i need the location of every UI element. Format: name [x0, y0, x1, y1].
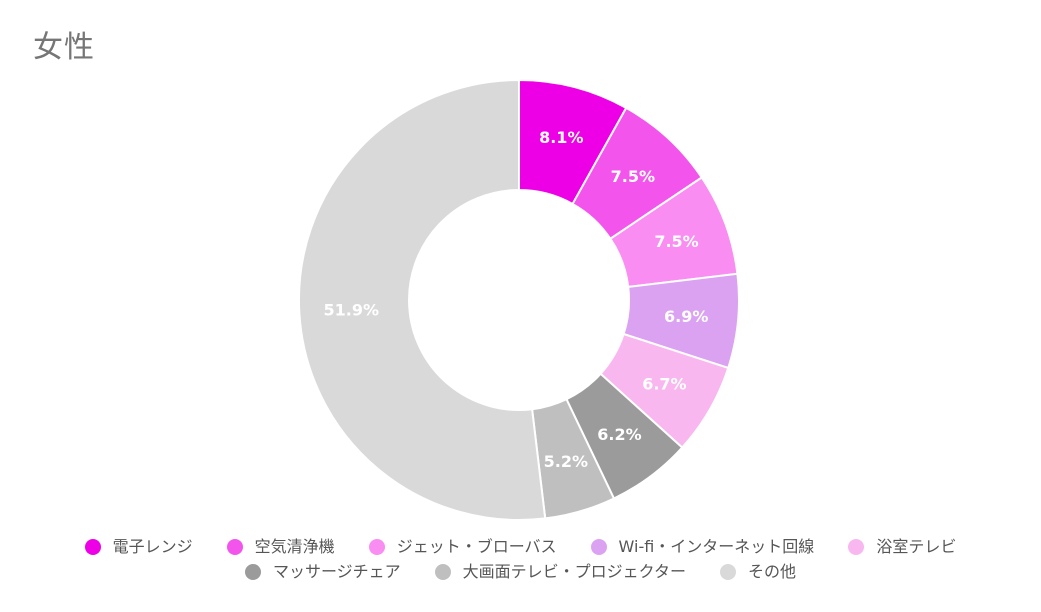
legend-label: Wi-fi・インターネット回線: [618, 537, 815, 556]
legend-swatch-icon: [590, 539, 607, 555]
legend-swatch-icon: [244, 564, 261, 580]
slice-value-label-7: 51.9%: [324, 301, 380, 320]
donut-slice-7[interactable]: [298, 78, 547, 521]
legend-label: マッサージチェア: [272, 562, 401, 581]
legend-item-6[interactable]: 大画面テレビ・プロジェクター: [434, 561, 687, 583]
legend-row-1: マッサージチェア 大画面テレビ・プロジェクター その他: [244, 561, 796, 583]
legend-label: 浴室テレビ: [876, 537, 957, 556]
slice-value-label-3: 6.9%: [664, 307, 708, 326]
slice-value-label-1: 7.5%: [611, 167, 655, 186]
slice-value-label-4: 6.7%: [642, 375, 686, 394]
chart-legend: 電子レンジ 空気清浄機 ジェット・ブローバス Wi-fi・インターネット回線 浴室テレビ…: [0, 536, 1041, 583]
legend-swatch-icon: [84, 539, 101, 555]
legend-item-0[interactable]: 電子レンジ: [84, 536, 193, 558]
legend-item-2[interactable]: ジェット・ブローバス: [368, 536, 557, 558]
legend-swatch-icon: [434, 564, 451, 580]
slice-value-label-2: 7.5%: [654, 232, 698, 251]
legend-label: 空気清浄機: [254, 537, 335, 556]
legend-label: ジェット・ブローバス: [396, 537, 557, 556]
legend-row-0: 電子レンジ 空気清浄機 ジェット・ブローバス Wi-fi・インターネット回線 浴室テレビ: [84, 536, 956, 558]
legend-label: 大画面テレビ・プロジェクター: [462, 562, 687, 581]
legend-item-3[interactable]: Wi-fi・インターネット回線: [590, 536, 815, 558]
legend-item-1[interactable]: 空気清浄機: [226, 536, 335, 558]
legend-label: 電子レンジ: [112, 537, 193, 556]
legend-swatch-icon: [368, 539, 385, 555]
slice-value-label-0: 8.1%: [539, 128, 583, 147]
slice-value-label-5: 6.2%: [597, 425, 641, 444]
legend-swatch-icon: [226, 539, 243, 555]
legend-item-5[interactable]: マッサージチェア: [244, 561, 401, 583]
donut-chart: 8.1% 7.5% 7.5% 6.9% 6.7% 6.2% 5.2% 51.9%: [298, 78, 740, 521]
slice-value-label-6: 5.2%: [544, 452, 588, 471]
legend-item-7[interactable]: その他: [720, 561, 796, 583]
legend-swatch-icon: [720, 564, 737, 580]
legend-label: その他: [748, 562, 797, 581]
chart-title: 女性: [33, 30, 95, 65]
legend-swatch-icon: [848, 539, 865, 555]
legend-item-4[interactable]: 浴室テレビ: [848, 536, 956, 558]
